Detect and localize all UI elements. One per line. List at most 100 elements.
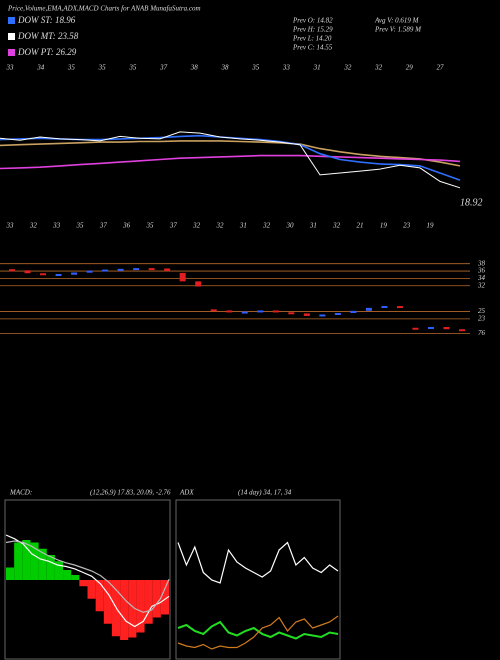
candle	[288, 312, 295, 315]
adx-params: (14 day) 34, 17, 34	[238, 489, 292, 497]
bottom-label: 36	[122, 222, 131, 230]
candle	[210, 309, 217, 312]
bottom-label: 19	[427, 222, 435, 230]
macd-bar	[128, 580, 137, 638]
y-tick-label: 34	[477, 274, 486, 282]
legend-swatch	[8, 33, 15, 40]
chart-title: Price,Volume,EMA,ADX,MACD Charts for ANA…	[7, 5, 201, 13]
stat: Prev H: 15.29	[292, 26, 333, 34]
y-tick-label: 23	[478, 315, 486, 323]
top-label: 27	[437, 64, 445, 72]
top-label: 37	[159, 64, 168, 72]
macd-bar	[71, 575, 80, 580]
candle	[334, 313, 341, 316]
y-tick-label: 38	[477, 259, 486, 267]
macd-line	[5, 534, 170, 628]
candle	[40, 273, 47, 276]
legend-swatch	[8, 49, 15, 56]
macd-bar	[38, 548, 47, 580]
bottom-label: 32	[192, 222, 201, 230]
bottom-label: 21	[357, 222, 364, 230]
candle	[24, 270, 31, 274]
macd-bar	[152, 580, 161, 618]
top-label: 35	[128, 64, 137, 72]
bottom-label: 35	[76, 222, 85, 230]
stat: Prev C: 14.55	[292, 44, 333, 52]
candle	[257, 310, 264, 313]
bottom-label: 32	[332, 222, 341, 230]
candle	[272, 310, 279, 313]
adx-line	[177, 615, 339, 650]
macd-bar	[54, 561, 64, 580]
candle	[71, 272, 78, 275]
bottom-label: 19	[380, 222, 388, 230]
bottom-label: 31	[309, 222, 317, 230]
bottom-label: 23	[403, 222, 411, 230]
price-line	[0, 154, 461, 170]
bottom-label: 30	[286, 222, 295, 230]
top-label: 31	[313, 64, 321, 72]
candle	[102, 269, 109, 272]
macd-bar	[120, 580, 129, 640]
bottom-label: 33	[6, 222, 15, 230]
price-line	[0, 131, 461, 189]
top-label: 32	[343, 64, 352, 72]
candle	[412, 327, 419, 330]
macd-bar	[144, 580, 153, 624]
top-label: 35	[251, 64, 260, 72]
candle	[55, 273, 62, 276]
candle	[381, 306, 388, 309]
macd-bar	[63, 570, 72, 580]
top-label: 35	[67, 64, 76, 72]
macd-bar	[30, 542, 39, 580]
candle	[179, 272, 186, 282]
adx-label: ADX	[179, 489, 194, 497]
macd-bar	[136, 580, 145, 633]
bottom-label: 37	[99, 222, 108, 230]
stat: Prev V: 1.589 M	[374, 26, 422, 34]
top-label: 38	[221, 64, 230, 72]
stat: Prev L: 14.20	[292, 35, 332, 43]
bottom-label: 37	[169, 222, 178, 230]
stat: Prev O: 14.82	[292, 17, 333, 25]
top-label: 32	[374, 64, 383, 72]
adx-line	[177, 620, 339, 640]
macd-line	[5, 540, 170, 613]
candle	[117, 268, 124, 271]
bottom-label: 32	[29, 222, 38, 230]
legend-swatch	[8, 17, 15, 24]
candle	[319, 314, 326, 317]
candle	[396, 306, 403, 309]
price-line	[0, 140, 461, 167]
legend-entry: DOW ST: 18.96	[17, 15, 76, 25]
candle	[9, 269, 15, 272]
candle	[303, 313, 310, 316]
candle	[195, 281, 202, 287]
candle	[148, 268, 155, 271]
candle	[133, 268, 140, 271]
macd-panel	[4, 499, 171, 660]
macd-label: MACD:	[9, 489, 32, 497]
legend-entry: DOW PT: 26.29	[17, 47, 77, 57]
bottom-label: 33	[52, 222, 61, 230]
candle	[459, 329, 465, 332]
macd-bar	[6, 567, 15, 580]
bottom-label: 35	[146, 222, 155, 230]
macd-bar	[103, 580, 112, 624]
y-tick-label: 32	[477, 281, 486, 289]
bottom-label: 32	[262, 222, 271, 230]
candle	[350, 310, 357, 314]
candle	[443, 327, 450, 330]
top-label: 35	[98, 64, 107, 72]
adx-line	[177, 541, 339, 584]
macd-bar	[46, 555, 55, 580]
macd-bar	[14, 542, 23, 580]
macd-bar	[79, 580, 88, 587]
top-label: 29	[406, 64, 414, 72]
candle	[427, 327, 434, 330]
candle	[86, 270, 93, 273]
top-label: 38	[190, 64, 199, 72]
